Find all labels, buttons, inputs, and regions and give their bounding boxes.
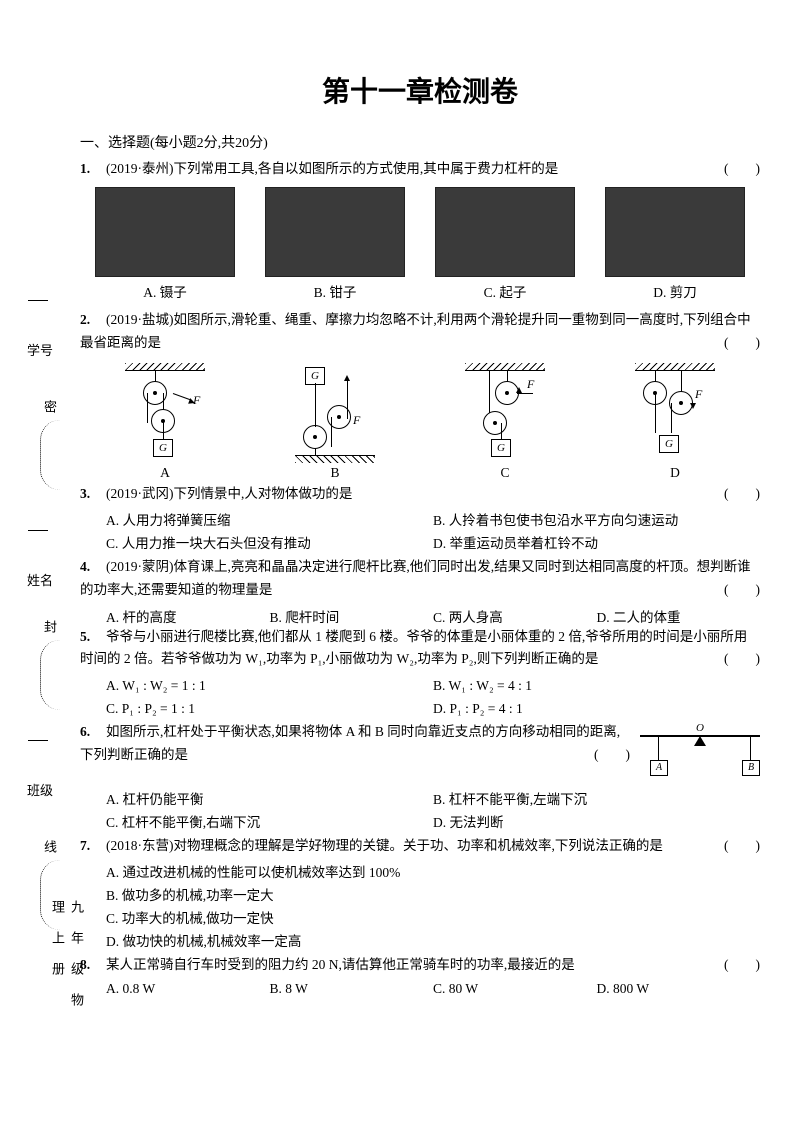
answer-blank: ( ) xyxy=(724,579,760,602)
section-heading: 一、选择题(每小题2分,共20分) xyxy=(80,132,760,152)
dotted-curve xyxy=(40,640,60,710)
answer-blank: ( ) xyxy=(724,158,760,181)
q3-opt-a: A. 人用力将弹簧压缩 xyxy=(106,510,433,533)
q5-options: A. W₁ : W₂ = 1 : 1 B. W₁ : W₂ = 4 : 1 C.… xyxy=(80,675,760,721)
answer-blank: ( ) xyxy=(724,483,760,506)
q7-opt-d: D. 做功快的机械,机械效率一定高 xyxy=(106,931,760,954)
q5-num: 5. xyxy=(80,626,106,649)
q4-opt-c: C. 两人身高 xyxy=(433,606,597,626)
q3-text: (2019·武冈)下列情景中,人对物体做功的是 xyxy=(106,486,352,501)
q5-opt-c: C. P₁ : P₂ = 1 : 1 xyxy=(106,698,433,721)
q2-diag-c: G F C xyxy=(445,363,565,481)
q7-options: A. 通过改进机械的性能可以使机械效率达到 100% B. 做功多的机械,功率一… xyxy=(80,862,760,954)
question-1: 1.(2019·泰州)下列常用工具,各自以如图所示的方式使用,其中属于费力杠杆的… xyxy=(80,158,760,181)
q3-num: 3. xyxy=(80,483,106,506)
xian-char: 线 xyxy=(40,840,59,853)
q4-num: 4. xyxy=(80,556,106,579)
q7-opt-a: A. 通过改进机械的性能可以使机械效率达到 100% xyxy=(106,862,760,885)
q6-lever-diagram: O A B xyxy=(640,721,760,781)
q7-opt-b: B. 做功多的机械,功率一定大 xyxy=(106,885,760,908)
q5-opt-b: B. W₁ : W₂ = 4 : 1 xyxy=(433,675,760,698)
question-8: 8.某人正常骑自行车时受到的阻力约 20 N,请估算他正常骑车时的功率,最接近的… xyxy=(80,954,760,977)
feng-char: 封 xyxy=(40,620,59,633)
q3-opt-b: B. 人拎着书包使书包沿水平方向匀速运动 xyxy=(433,510,760,533)
question-2: 2.(2019·盐城)如图所示,滑轮重、绳重、摩擦力均忽略不计,利用两个滑轮提升… xyxy=(80,309,760,355)
question-6: 6.如图所示,杠杆处于平衡状态,如果将物体 A 和 B 同时向靠近支点的方向移动… xyxy=(80,721,760,785)
q6-text: 如图所示,杠杆处于平衡状态,如果将物体 A 和 B 同时向靠近支点的方向移动相同… xyxy=(80,724,620,762)
mi-char: 密 xyxy=(40,400,59,413)
q4-opt-d: D. 二人的体重 xyxy=(597,606,761,626)
left-margin: 九年级物理上册 班级 姓名 学号 密 封 线 xyxy=(10,80,70,1040)
page-content: 第十一章检测卷 一、选择题(每小题2分,共20分) 1.(2019·泰州)下列常… xyxy=(80,70,760,997)
q7-text: (2018·东营)对物理概念的理解是学好物理的关键。关于功、功率和机械效率,下列… xyxy=(106,838,663,853)
q2-diagrams: G F A G F B xyxy=(80,363,760,481)
q5-opt-a: A. W₁ : W₂ = 1 : 1 xyxy=(106,675,433,698)
q3-opt-d: D. 举重运动员举着杠铃不动 xyxy=(433,533,760,556)
q1-options: A. 镊子 B. 钳子 C. 起子 D. 剪刀 xyxy=(80,281,760,301)
q1-img-pliers xyxy=(265,187,405,277)
id-label: 学号 xyxy=(10,340,70,359)
q4-opt-a: A. 杆的高度 xyxy=(106,606,270,626)
q5-text: 爷爷与小丽进行爬楼比赛,他们都从 1 楼爬到 6 楼。爷爷的体重是小丽体重的 2… xyxy=(80,629,747,667)
q2-text: (2019·盐城)如图所示,滑轮重、绳重、摩擦力均忽略不计,利用两个滑轮提升同一… xyxy=(80,312,751,350)
question-4: 4.(2019·蒙阴)体育课上,亮亮和晶晶决定进行爬杆比赛,他们同时出发,结果又… xyxy=(80,556,760,602)
q1-images xyxy=(80,187,760,277)
q2-diag-d: G F D xyxy=(615,363,735,481)
answer-blank: ( ) xyxy=(724,954,760,977)
answer-blank: ( ) xyxy=(724,332,760,355)
answer-blank: ( ) xyxy=(724,648,760,671)
q8-num: 8. xyxy=(80,954,106,977)
q1-num: 1. xyxy=(80,158,106,181)
q6-opt-a: A. 杠杆仍能平衡 xyxy=(106,789,433,812)
q5-opt-d: D. P₁ : P₂ = 4 : 1 xyxy=(433,698,760,721)
q7-num: 7. xyxy=(80,835,106,858)
q2-diag-b: G F B xyxy=(275,363,395,481)
q1-text: (2019·泰州)下列常用工具,各自以如图所示的方式使用,其中属于费力杠杆的是 xyxy=(106,161,558,176)
q8-text: 某人正常骑自行车时受到的阻力约 20 N,请估算他正常骑车时的功率,最接近的是 xyxy=(106,957,575,972)
question-3: 3.(2019·武冈)下列情景中,人对物体做功的是 ( ) xyxy=(80,483,760,506)
q7-opt-c: C. 功率大的机械,做功一定快 xyxy=(106,908,760,931)
name-line xyxy=(28,530,48,531)
q1-opt-b: B. 钳子 xyxy=(250,281,420,301)
dotted-curve xyxy=(40,860,60,930)
q1-img-opener xyxy=(435,187,575,277)
q8-opt-a: A. 0.8 W xyxy=(106,981,270,997)
q4-options: A. 杆的高度 B. 爬杆时间 C. 两人身高 D. 二人的体重 xyxy=(80,606,760,626)
q3-opt-c: C. 人用力推一块大石头但没有推动 xyxy=(106,533,433,556)
q6-opt-b: B. 杠杆不能平衡,左端下沉 xyxy=(433,789,760,812)
question-7: 7.(2018·东营)对物理概念的理解是学好物理的关键。关于功、功率和机械效率,… xyxy=(80,835,760,858)
q8-options: A. 0.8 W B. 8 W C. 80 W D. 800 W xyxy=(80,981,760,997)
page-title: 第十一章检测卷 xyxy=(80,70,760,110)
q8-opt-b: B. 8 W xyxy=(270,981,434,997)
name-label: 姓名 xyxy=(10,570,70,589)
q1-opt-c: C. 起子 xyxy=(420,281,590,301)
q2-num: 2. xyxy=(80,309,106,332)
q4-opt-b: B. 爬杆时间 xyxy=(270,606,434,626)
q6-options: A. 杠杆仍能平衡 B. 杠杆不能平衡,左端下沉 C. 杠杆不能平衡,右端下沉 … xyxy=(80,789,760,835)
class-line xyxy=(28,740,48,741)
q8-opt-d: D. 800 W xyxy=(597,981,761,997)
answer-blank: ( ) xyxy=(594,744,630,767)
q1-opt-a: A. 镊子 xyxy=(80,281,250,301)
q6-opt-d: D. 无法判断 xyxy=(433,812,760,835)
q4-text: (2019·蒙阴)体育课上,亮亮和晶晶决定进行爬杆比赛,他们同时出发,结果又同时… xyxy=(80,559,751,597)
answer-blank: ( ) xyxy=(724,835,760,858)
question-5: 5.爷爷与小丽进行爬楼比赛,他们都从 1 楼爬到 6 楼。爷爷的体重是小丽体重的… xyxy=(80,626,760,672)
q6-num: 6. xyxy=(80,721,106,744)
q3-options: A. 人用力将弹簧压缩 B. 人拎着书包使书包沿水平方向匀速运动 C. 人用力推… xyxy=(80,510,760,556)
dotted-curve xyxy=(40,420,60,490)
q1-opt-d: D. 剪刀 xyxy=(590,281,760,301)
id-line xyxy=(28,300,48,301)
class-label: 班级 xyxy=(10,780,70,799)
q2-diag-a: G F A xyxy=(105,363,225,481)
q1-img-scissors xyxy=(605,187,745,277)
q1-img-tweezers xyxy=(95,187,235,277)
q8-opt-c: C. 80 W xyxy=(433,981,597,997)
q6-opt-c: C. 杠杆不能平衡,右端下沉 xyxy=(106,812,433,835)
